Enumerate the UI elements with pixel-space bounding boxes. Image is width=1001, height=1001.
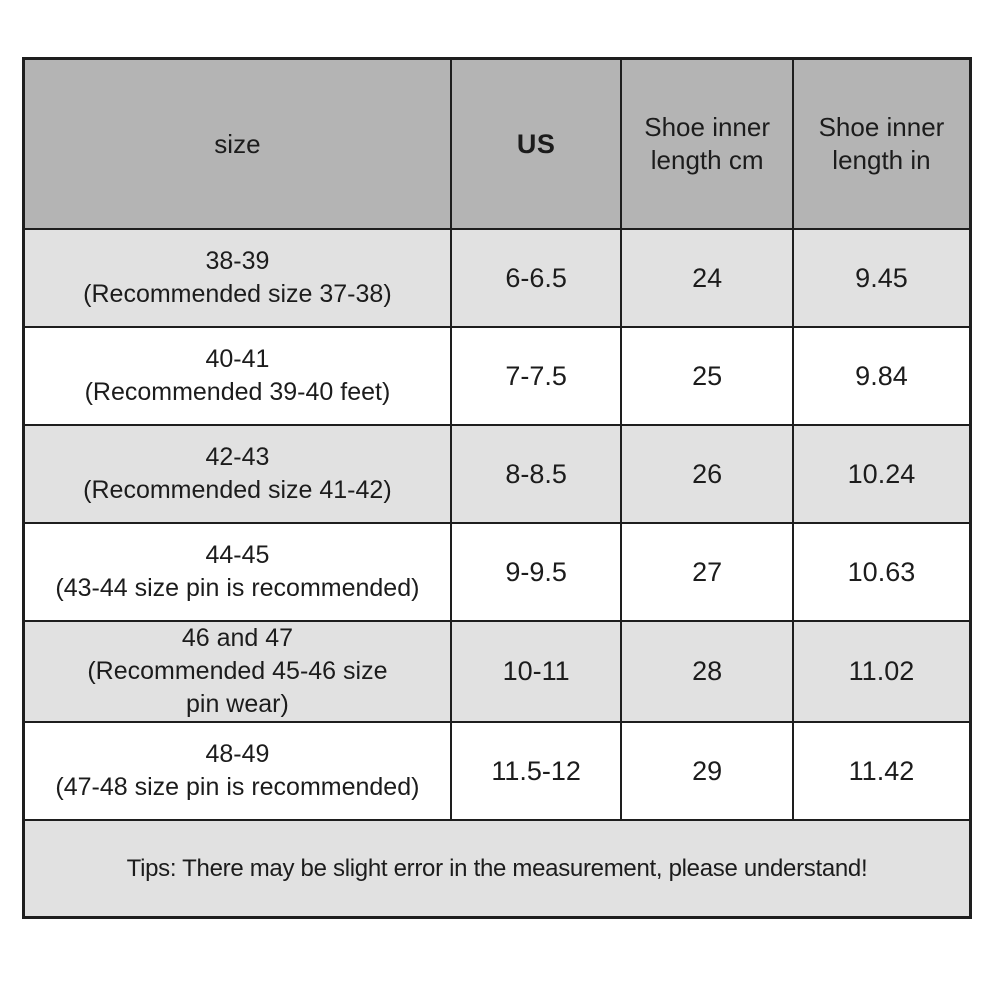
cell-us: 8-8.5	[449, 424, 623, 524]
cell-length-in: 9.84	[791, 326, 972, 426]
cell-us: 6-6.5	[449, 228, 623, 328]
cell-size: 44-45 (43-44 size pin is recommended)	[22, 522, 452, 622]
cell-us: 11.5-12	[449, 721, 623, 821]
tips-text: Tips: There may be slight error in the m…	[22, 819, 972, 919]
cell-length-in: 10.24	[791, 424, 972, 524]
cell-us: 10-11	[449, 620, 623, 723]
cell-length-cm: 25	[620, 326, 794, 426]
cell-length-cm: 26	[620, 424, 794, 524]
header-cell-size: size	[22, 57, 452, 230]
table-row: 46 and 47 (Recommended 45-46 size pin we…	[22, 620, 972, 723]
table-header-row: size US Shoe inner length cm Shoe inner …	[22, 57, 972, 230]
cell-size: 48-49 (47-48 size pin is recommended)	[22, 721, 452, 821]
cell-length-cm: 24	[620, 228, 794, 328]
table-row: 40-41 (Recommended 39-40 feet) 7-7.5 25 …	[22, 326, 972, 426]
cell-us: 9-9.5	[449, 522, 623, 622]
header-cell-inner-length-cm: Shoe inner length cm	[620, 57, 794, 230]
table-row: 38-39 (Recommended size 37-38) 6-6.5 24 …	[22, 228, 972, 328]
cell-length-in: 11.02	[791, 620, 972, 723]
cell-length-cm: 29	[620, 721, 794, 821]
cell-length-in: 9.45	[791, 228, 972, 328]
table-row: 44-45 (43-44 size pin is recommended) 9-…	[22, 522, 972, 622]
cell-us: 7-7.5	[449, 326, 623, 426]
tips-row: Tips: There may be slight error in the m…	[22, 819, 972, 919]
header-cell-us: US	[449, 57, 623, 230]
cell-size: 38-39 (Recommended size 37-38)	[22, 228, 452, 328]
cell-length-cm: 27	[620, 522, 794, 622]
cell-size: 46 and 47 (Recommended 45-46 size pin we…	[22, 620, 452, 723]
table-row: 48-49 (47-48 size pin is recommended) 11…	[22, 721, 972, 821]
cell-length-cm: 28	[620, 620, 794, 723]
table-row: 42-43 (Recommended size 41-42) 8-8.5 26 …	[22, 424, 972, 524]
cell-size: 42-43 (Recommended size 41-42)	[22, 424, 452, 524]
shoe-size-chart-table: size US Shoe inner length cm Shoe inner …	[22, 57, 972, 919]
cell-length-in: 11.42	[791, 721, 972, 821]
header-cell-inner-length-in: Shoe inner length in	[791, 57, 972, 230]
cell-length-in: 10.63	[791, 522, 972, 622]
cell-size: 40-41 (Recommended 39-40 feet)	[22, 326, 452, 426]
